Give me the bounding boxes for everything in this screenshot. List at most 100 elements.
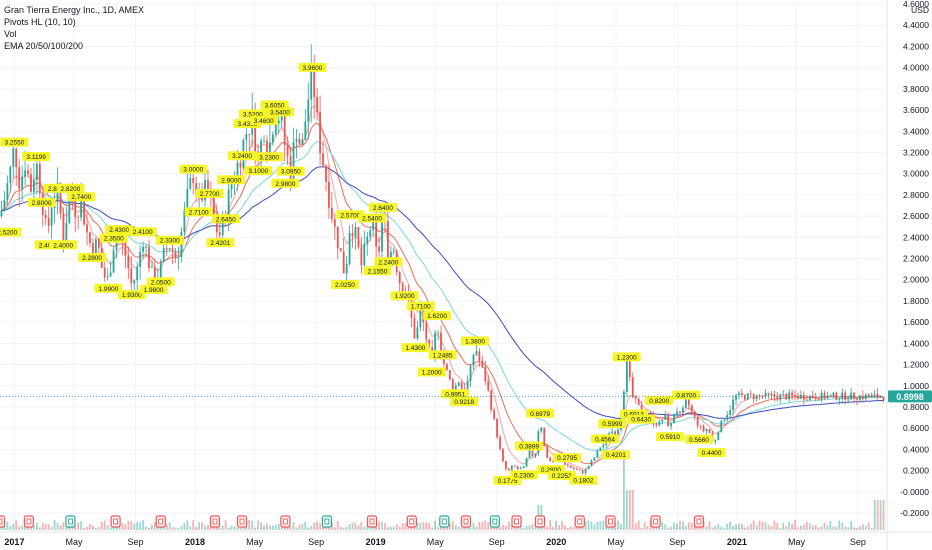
pivot-label-bg — [184, 207, 213, 217]
pivot-label: 2.5200 — [0, 227, 22, 237]
volume-bar — [478, 521, 481, 530]
candle-body — [844, 392, 847, 400]
pivot-label-bg — [601, 450, 630, 460]
price-tick-label: 2.8000 — [903, 190, 929, 200]
volume-bar — [348, 524, 351, 530]
pivot-label-bg — [547, 470, 576, 480]
candle-body — [366, 236, 369, 244]
candle-body — [310, 63, 313, 100]
candle-body — [835, 392, 838, 400]
pivot-label-bg — [390, 291, 419, 301]
candle-body — [336, 226, 339, 249]
candle-body — [788, 392, 791, 400]
volume-bar — [9, 526, 12, 530]
volume-bar — [183, 522, 186, 530]
volume-bar — [566, 527, 569, 530]
price-axis[interactable]: 4.6000 4.4000 4.2000 4.0000 3.8000 3.6000 3.40… — [886, 0, 929, 550]
price-tick-label: 2.6000 — [903, 211, 929, 221]
candle-body — [35, 163, 38, 180]
pivot-label-text: 3.2550 — [5, 140, 25, 147]
volume-bar — [611, 527, 614, 530]
volume-bar — [870, 527, 873, 530]
pivot-label: 2.9000 — [217, 175, 246, 185]
volume-bar — [425, 522, 428, 530]
candle-body — [702, 426, 705, 432]
price-tick-label: 0.2000 — [903, 466, 929, 476]
earnings-marker — [693, 515, 705, 528]
pivot-label-bg — [255, 152, 284, 162]
price-tick-label: 3.6000 — [903, 105, 929, 115]
marker-glyph — [239, 518, 245, 525]
candle-body — [496, 418, 498, 438]
volume-bar — [366, 525, 369, 530]
split-marker — [65, 515, 76, 528]
volume-bar — [392, 526, 395, 530]
volume-bar — [212, 526, 215, 530]
pivot-label-text: 2.7400 — [71, 194, 91, 201]
volume-bar — [260, 522, 262, 530]
volume-bar — [569, 526, 572, 530]
time-axis[interactable]: 2017 May Sep 2018 May Sep 2019 May Sep 2020 May Sep… — [0, 531, 932, 547]
pivot-label-text: 3.0000 — [183, 167, 203, 174]
symbol-title[interactable]: Gran Tierra Energy Inc., 1D, AMEX — [4, 5, 145, 15]
candle-body — [277, 120, 280, 124]
candle-body — [649, 414, 652, 415]
pivot-label-text: 2.5200 — [0, 230, 18, 237]
marker-frame — [460, 515, 472, 528]
volume-bar — [805, 521, 808, 530]
volume-bar — [168, 522, 171, 530]
volume-bar — [826, 525, 829, 530]
candle-body — [587, 465, 590, 470]
marker-glyph — [67, 518, 73, 525]
candle-body — [505, 461, 507, 469]
time-tick-label: May — [427, 537, 445, 547]
candle-body — [230, 184, 233, 190]
pivot-label: 0.1802 — [569, 475, 598, 485]
candle-body — [634, 397, 637, 399]
pivot-label-bg — [598, 419, 627, 429]
pivot-label: 1.9200 — [390, 291, 419, 301]
candle-body — [245, 134, 248, 140]
pivot-label-text: 1.7100 — [411, 303, 431, 310]
volume-bar — [832, 526, 835, 530]
candle-body — [457, 382, 460, 386]
pivot-label: 2.7400 — [67, 192, 96, 202]
candle-body — [596, 450, 599, 458]
volume-bar — [0, 526, 3, 530]
candle-body — [378, 246, 380, 252]
candle-body — [499, 437, 501, 449]
candle-body — [89, 232, 91, 244]
candle-body — [658, 421, 661, 426]
volume-bar — [617, 520, 619, 530]
volume-bar — [649, 520, 652, 530]
volume-indicator-label[interactable]: Vol — [4, 29, 17, 39]
ema-indicator-label[interactable]: EMA 20/50/100/200 — [4, 41, 84, 51]
earnings-marker — [534, 515, 546, 528]
pivot-label-bg — [249, 115, 278, 125]
marker-frame — [110, 515, 121, 528]
pivots-indicator-label[interactable]: Pivots HL (10, 10) — [4, 17, 76, 27]
time-tick-label: May — [246, 537, 264, 547]
candle-body — [454, 385, 457, 393]
volume-bar — [850, 521, 852, 530]
volume-bar — [817, 527, 820, 530]
candle-body — [401, 283, 404, 293]
pivot-label-text: 0.4201 — [606, 452, 626, 459]
pivot-label-bg — [358, 213, 387, 223]
volume-bar — [387, 527, 389, 530]
candle-body — [802, 394, 805, 400]
pivot-label: 0.5660 — [684, 434, 713, 444]
candle-body — [738, 392, 740, 396]
candle-body — [0, 210, 3, 217]
pivot-label-text: 0.4400 — [702, 450, 722, 457]
volume-bar — [295, 527, 298, 530]
pivot-label-bg — [697, 448, 726, 458]
earnings-marker — [110, 515, 121, 528]
pivot-label: 0.2300 — [509, 470, 538, 480]
pivot-label: 3.5400 — [265, 107, 294, 117]
pivot-label: 2.8000 — [27, 197, 56, 207]
volume-bar — [437, 526, 439, 530]
pivot-label-bg — [206, 238, 235, 248]
pivot-label-bg — [656, 432, 685, 442]
